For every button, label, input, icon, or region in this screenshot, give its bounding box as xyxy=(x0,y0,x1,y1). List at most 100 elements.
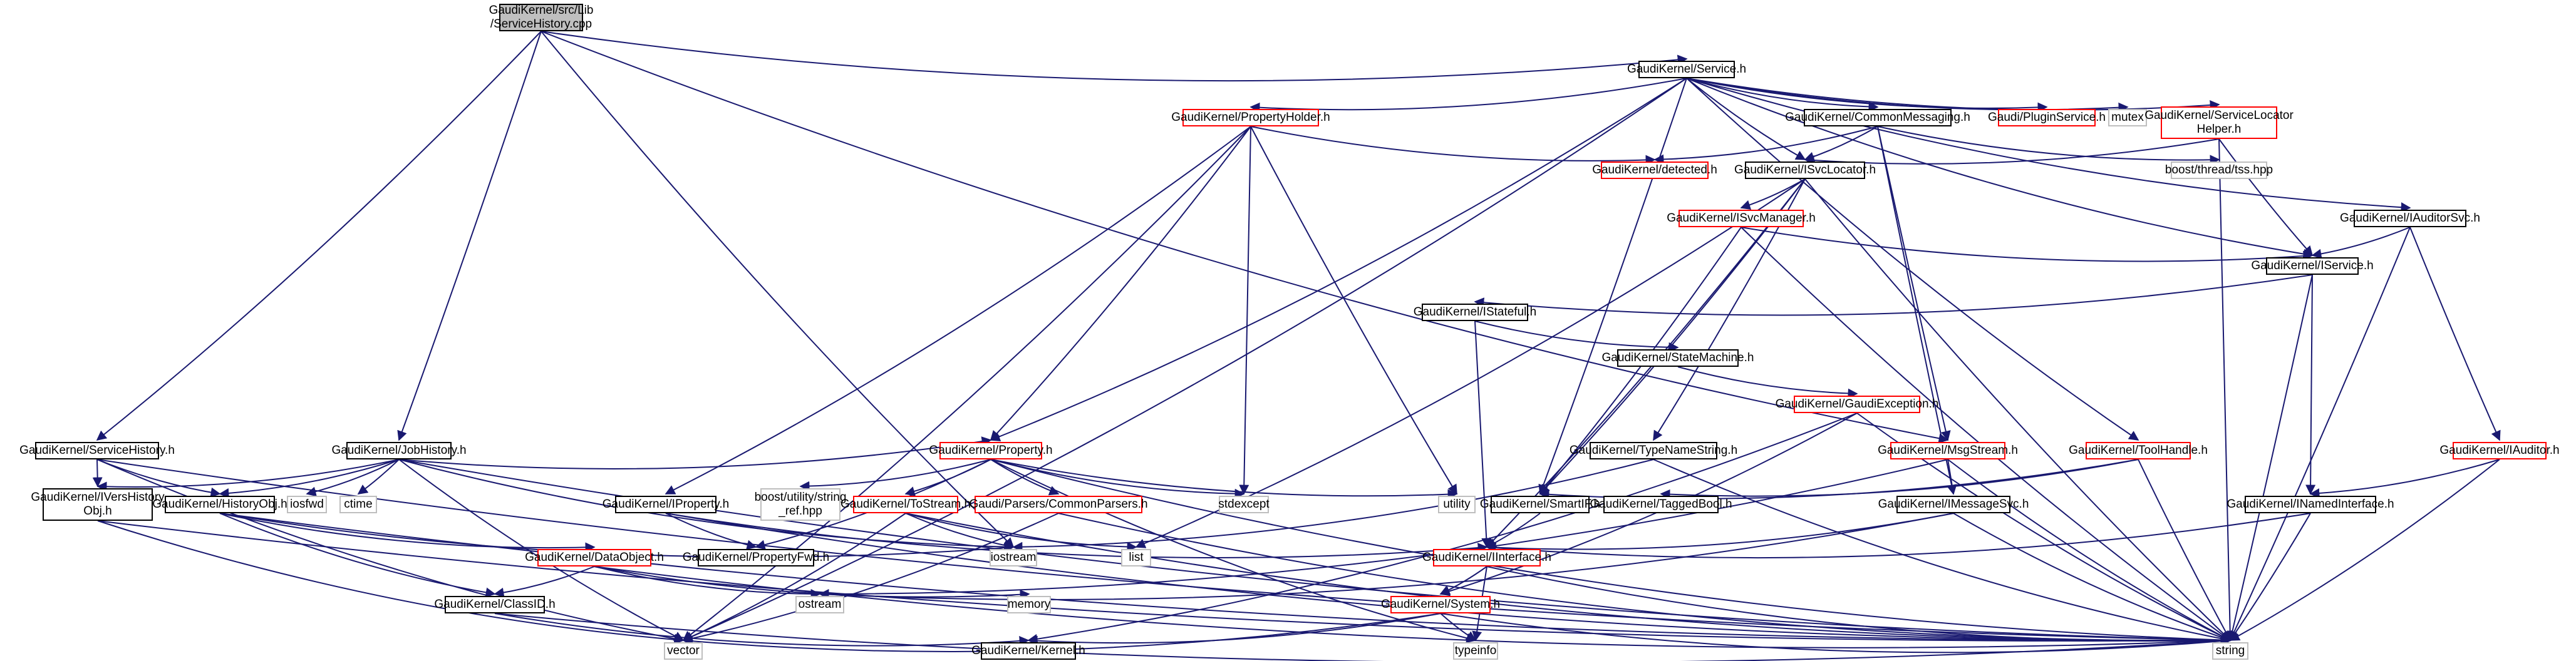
node-detected_h[interactable]: GaudiKernel/detected.h xyxy=(1592,161,1717,179)
node-property_h[interactable]: GaudiKernel/Property.h xyxy=(929,442,1053,459)
edge-system_h-to-typeinfo xyxy=(1440,613,1477,641)
edge-historyobj_h-to-classid_h xyxy=(219,513,496,598)
edge-msgstream_h-to-string xyxy=(1947,459,2232,641)
node-iproperty_h[interactable]: GaudiKernel/IProperty.h xyxy=(603,496,729,513)
node-taggedbool_h[interactable]: GaudiKernel/TaggedBool.h xyxy=(1590,496,1732,513)
edge-imessagesvc_h-to-ostream xyxy=(819,513,1954,600)
edge-service_h-to-toolhandle_h xyxy=(1686,78,2139,441)
node-propertyholder_h[interactable]: GaudiKernel/PropertyHolder.h xyxy=(1171,109,1330,126)
edge-root-to-msgstream_h xyxy=(541,31,1949,444)
edge-commonmessaging_h-to-imessagesvc_h xyxy=(1877,126,1957,495)
node-mutex: mutex xyxy=(2108,109,2147,126)
node-kernel_h[interactable]: GaudiKernel/Kernel.h xyxy=(971,642,1085,660)
node-historyobj_h[interactable]: GaudiKernel/HistoryObj.h xyxy=(152,496,287,513)
edge-root-to-servicehistory_h xyxy=(96,31,542,441)
edge-jobhistory_h-to-iostream xyxy=(398,459,1015,552)
node-tostream_h[interactable]: GaudiKernel/ToStream.h xyxy=(841,496,971,513)
node-service_h[interactable]: GaudiKernel/Service.h xyxy=(1627,61,1746,78)
edge-jobhistory_h-to-historyobj_h xyxy=(219,459,400,498)
edge-iauditor_h-to-string xyxy=(2229,459,2500,641)
edge-typenamestring_h-to-string xyxy=(1653,459,2232,644)
edge-dataobject_h-to-ostream xyxy=(594,566,821,599)
edge-propertyholder_h-to-detected_h xyxy=(1250,126,1656,165)
edge-jobhistory_h-to-property_h xyxy=(398,436,992,469)
node-pluginservice_h[interactable]: Gaudi/PluginService.h xyxy=(1988,109,2106,126)
edge-tostream_h-to-vector xyxy=(682,513,906,642)
edge-jobhistory_h-to-ctime xyxy=(357,459,400,494)
edge-iproperty_h-to-string xyxy=(665,513,2232,646)
edge-service_h-to-property_h xyxy=(990,78,1687,442)
node-list: list xyxy=(1121,549,1151,566)
edge-imessagesvc_h-to-string xyxy=(1953,513,2232,642)
node-iauditor_h[interactable]: GaudiKernel/IAuditor.h xyxy=(2439,442,2560,459)
node-propertyfwd_h[interactable]: GaudiKernel/PropertyFwd.h xyxy=(683,549,829,566)
node-ivershistoryobj_h[interactable]: GaudiKernel/IVersHistory Obj.h xyxy=(31,488,165,521)
node-servicehistory_h[interactable]: GaudiKernel/ServiceHistory.h xyxy=(19,442,175,459)
edge-iinterface_h-to-system_h xyxy=(1439,566,1487,595)
node-smartif_h[interactable]: GaudiKernel/SmartIF.h xyxy=(1480,496,1600,513)
node-dataobject_h[interactable]: GaudiKernel/DataObject.h xyxy=(525,549,664,566)
edge-istateful_h-to-iinterface_h xyxy=(1474,320,1492,548)
node-classid_h[interactable]: GaudiKernel/ClassID.h xyxy=(434,596,556,613)
node-commonmessaging_h[interactable]: GaudiKernel/CommonMessaging.h xyxy=(1785,109,1970,126)
node-iauditorsvc_h[interactable]: GaudiKernel/IAuditorSvc.h xyxy=(2340,210,2480,227)
edge-propertyholder_h-to-iproperty_h xyxy=(665,126,1251,494)
edge-service_h-to-pluginservice_h xyxy=(1686,78,2048,113)
edge-classid_h-to-string xyxy=(494,613,2232,661)
node-system_h[interactable]: GaudiKernel/System.h xyxy=(1381,596,1500,613)
node-typenamestring_h[interactable]: GaudiKernel/TypeNameString.h xyxy=(1570,442,1737,459)
node-toolhandle_h[interactable]: GaudiKernel/ToolHandle.h xyxy=(2069,442,2208,459)
node-iinterface_h[interactable]: GaudiKernel/IInterface.h xyxy=(1422,549,1551,566)
edge-msgstream_h-to-ostream xyxy=(819,459,1948,600)
edge-iservice_h-to-string xyxy=(2227,274,2313,642)
edge-root-to-service_h xyxy=(541,31,1688,82)
node-root: GaudiKernel/src/Lib /ServiceHistory.cpp xyxy=(489,4,594,31)
edge-servicehistory_h-to-string xyxy=(96,459,2232,645)
edge-commonparsers_h-to-vector xyxy=(682,513,1059,643)
edge-propertyholder_h-to-vector xyxy=(682,126,1251,641)
node-servicelocatorhelper_h[interactable]: GaudiKernel/ServiceLocator Helper.h xyxy=(2144,106,2294,139)
edge-service_h-to-propertyholder_h xyxy=(1249,78,1687,113)
edge-iproperty_h-to-propertyfwd_h xyxy=(665,513,757,550)
edge-propertyholder_h-to-property_h xyxy=(990,126,1251,441)
node-vector: vector xyxy=(664,642,703,660)
edge-tostream_h-to-list xyxy=(905,513,1137,552)
edge-property_h-to-commonparsers_h xyxy=(990,459,1060,496)
edge-iinterface_h-to-string xyxy=(1486,566,2232,646)
node-jobhistory_h[interactable]: GaudiKernel/JobHistory.h xyxy=(331,442,467,459)
edge-servicelocatorhelper_h-to-iservice_h xyxy=(2218,138,2314,257)
edge-property_h-to-typeinfo xyxy=(990,459,1477,643)
node-ctime: ctime xyxy=(339,496,377,513)
edge-classid_h-to-kernel_h xyxy=(494,613,1030,647)
node-iostream: iostream xyxy=(990,549,1037,566)
edge-commonmessaging_h-to-msgstream_h xyxy=(1877,126,1951,441)
node-memory: memory xyxy=(1007,596,1051,613)
node-imessagesvc_h[interactable]: GaudiKernel/IMessageSvc.h xyxy=(1878,496,2029,513)
node-ostream: ostream xyxy=(795,596,844,613)
edge-service_h-to-iauditorsvc_h xyxy=(1686,78,2411,213)
node-isvcmanager_h[interactable]: GaudiKernel/ISvcManager.h xyxy=(1667,210,1816,227)
edge-property_h-to-string xyxy=(990,459,2232,645)
edge-inamedinterface_h-to-iinterface_h xyxy=(1486,513,2311,559)
edge-tostream_h-to-iostream xyxy=(905,513,1015,551)
edge-service_h-to-servicelocatorhelper_h xyxy=(1686,78,2220,111)
node-isvclocator_h[interactable]: GaudiKernel/ISvcLocator.h xyxy=(1734,161,1876,179)
edge-iauditorsvc_h-to-iauditor_h xyxy=(2409,227,2501,441)
node-gaudiexception_h[interactable]: GaudiKernel/GaudiException.h xyxy=(1776,396,1938,413)
edge-service_h-to-commonmessaging_h xyxy=(1686,78,1879,112)
node-iservice_h[interactable]: GaudiKernel/IService.h xyxy=(2251,257,2374,275)
edge-service_h-to-smartif_h xyxy=(1538,78,1687,495)
node-inamedinterface_h[interactable]: GaudiKernel/INamedInterface.h xyxy=(2227,496,2394,513)
edge-propertyholder_h-to-stdexcept xyxy=(1239,126,1251,495)
node-boost_tss: boost/thread/tss.hpp xyxy=(2165,161,2273,179)
node-commonparsers_h[interactable]: Gaudi/Parsers/CommonParsers.h xyxy=(969,496,1148,513)
edge-isvclocator_h-to-isvcmanager_h xyxy=(1740,178,1806,210)
node-statemachine_h[interactable]: GaudiKernel/StateMachine.h xyxy=(1602,349,1754,367)
edge-statemachine_h-to-gaudiexception_h xyxy=(1677,366,1858,399)
node-istateful_h[interactable]: GaudiKernel/IStateful.h xyxy=(1414,304,1536,321)
edge-property_h-to-utility xyxy=(990,459,1458,500)
edge-iauditor_h-to-inamedinterface_h xyxy=(2309,459,2500,499)
node-msgstream_h[interactable]: GaudiKernel/MsgStream.h xyxy=(1878,442,2018,459)
